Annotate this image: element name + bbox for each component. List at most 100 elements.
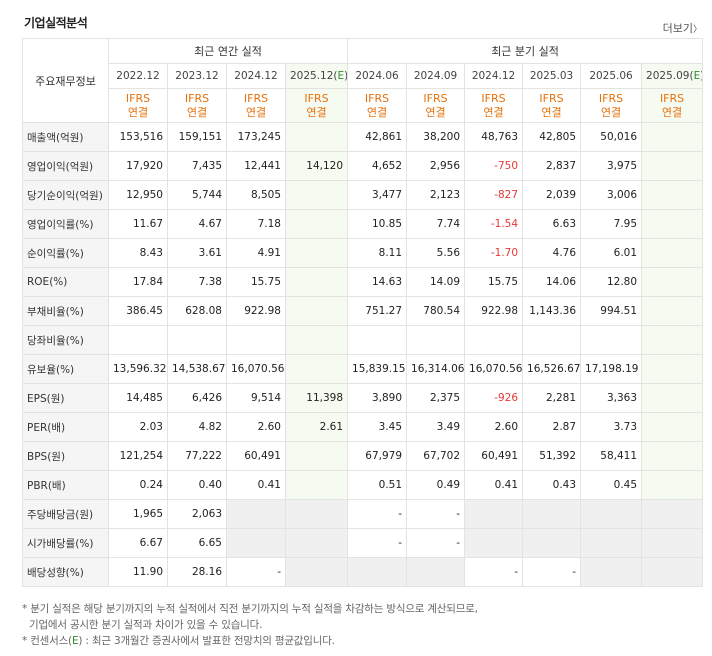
table-row: 당좌비율(%) (22, 325, 704, 355)
value-cell (226, 499, 286, 529)
value-cell: 3.49 (406, 412, 466, 442)
value-cell: 2,123 (406, 180, 466, 210)
value-cell (284, 557, 349, 587)
period-label: 2024.09 (413, 70, 458, 82)
value-cell: - (406, 528, 466, 558)
value-cell: 4.67 (167, 209, 227, 239)
quarter-group-header: 최근 분기 실적 (347, 38, 704, 64)
row-label: 당좌비율(%) (22, 325, 109, 355)
value-cell (522, 325, 582, 355)
value-cell: 16,070.56 (464, 354, 524, 384)
period-label: 2024.12 (234, 70, 278, 82)
value-cell: 50,016 (580, 122, 643, 152)
value-cell (580, 325, 643, 355)
value-cell: 3.61 (167, 238, 227, 268)
value-cell: 7.74 (406, 209, 466, 239)
value-cell: - (406, 499, 466, 529)
value-cell (167, 325, 227, 355)
more-link[interactable]: 더보기〉 (663, 20, 702, 36)
value-cell (641, 267, 704, 297)
period-label: 2025.03 (529, 70, 574, 82)
value-cell: 0.45 (580, 470, 643, 500)
row-label: EPS(원) (22, 383, 109, 413)
value-cell: 2,837 (522, 151, 582, 181)
value-cell: 922.98 (464, 296, 524, 326)
paren: ) (344, 70, 346, 82)
value-cell: 60,491 (226, 441, 286, 471)
value-cell (464, 499, 524, 529)
value-cell (226, 528, 286, 558)
value-cell: 48,763 (464, 122, 524, 152)
value-cell (347, 325, 408, 355)
period-label: 2024.06 (355, 70, 399, 82)
section-title: 기업실적분석 (24, 16, 88, 30)
value-cell: 28.16 (167, 557, 227, 587)
value-cell (641, 296, 704, 326)
table-row: 영업이익률(%) 11.67 4.67 7.18 10.85 7.74 -1.54 6.63 7… (22, 209, 704, 239)
value-cell: 0.41 (226, 470, 286, 500)
value-cell (580, 528, 643, 558)
value-cell: 8.11 (347, 238, 408, 268)
paren: ( (689, 70, 694, 82)
value-cell: - (522, 557, 582, 587)
value-cell: 4.91 (226, 238, 286, 268)
value-cell (641, 383, 704, 413)
value-cell (284, 209, 349, 239)
value-cell (580, 499, 643, 529)
unit-line-2: 연결 (425, 105, 446, 119)
value-cell: 14.06 (522, 267, 582, 297)
footnote-2-text-b: ) : 최근 3개월간 증권사에서 발표한 전망치의 평균값입니다. (78, 635, 335, 647)
value-cell: 3.73 (580, 412, 643, 442)
value-cell: 58,411 (580, 441, 643, 471)
value-cell: 17,920 (108, 151, 168, 181)
value-cell: 5,744 (167, 180, 227, 210)
value-cell: 2.61 (284, 412, 349, 442)
value-cell (641, 180, 704, 210)
period-label: 2022.12 (116, 70, 160, 82)
unit-line-1: IFRS (364, 91, 390, 105)
value-cell: 17.84 (108, 267, 168, 297)
value-cell: 10.85 (347, 209, 408, 239)
value-cell (284, 499, 349, 529)
period-header: 2025.09(E) (641, 63, 704, 89)
value-cell: 51,392 (522, 441, 582, 471)
row-label: 배당성향(%) (22, 557, 109, 587)
period-header: 2025.06 (580, 63, 643, 89)
value-cell: 14,538.67 (167, 354, 227, 384)
value-cell: -1.70 (464, 238, 524, 268)
value-cell: 6.65 (167, 528, 227, 558)
unit-line-2: 연결 (366, 105, 388, 119)
value-cell (284, 470, 349, 500)
value-cell: 4,652 (347, 151, 408, 181)
value-cell: -827 (464, 180, 524, 210)
row-label: 영업이익(억원) (22, 151, 109, 181)
table-row: 매출액(억원) 153,516 159,151 173,245 42,861 38,200… (22, 122, 704, 152)
value-cell: 7,435 (167, 151, 227, 181)
row-label: BPS(원) (22, 441, 109, 471)
paren: ) (700, 70, 701, 82)
row-label: ROE(%) (22, 267, 109, 297)
value-cell (284, 238, 349, 268)
value-cell: 751.27 (347, 296, 408, 326)
unit-line-1: IFRS (659, 91, 685, 105)
value-cell: 780.54 (406, 296, 466, 326)
table-row: PER(배) 2.03 4.82 2.60 2.61 3.45 3.49 2.60 2.87 3.… (22, 412, 704, 442)
value-cell: 9,514 (226, 383, 286, 413)
value-cell: 2,281 (522, 383, 582, 413)
unit-line-1: IFRS (243, 91, 269, 105)
value-cell: 11,398 (284, 383, 349, 413)
unit-header: IFRS 연결 (108, 88, 168, 123)
unit-line-2: 연결 (127, 105, 149, 119)
value-cell: 12,441 (226, 151, 286, 181)
value-cell: 0.51 (347, 470, 408, 500)
value-cell (641, 209, 704, 239)
value-cell: - (464, 557, 524, 587)
value-cell: 3,890 (347, 383, 408, 413)
paren: ( (333, 70, 338, 82)
row-label: 부채비율(%) (22, 296, 109, 326)
value-cell (284, 528, 349, 558)
value-cell: 994.51 (580, 296, 643, 326)
value-cell: 17,198.19 (580, 354, 643, 384)
table-row: EPS(원) 14,485 6,426 9,514 11,398 3,890 2,375 -9… (22, 383, 704, 413)
value-cell (580, 557, 643, 587)
